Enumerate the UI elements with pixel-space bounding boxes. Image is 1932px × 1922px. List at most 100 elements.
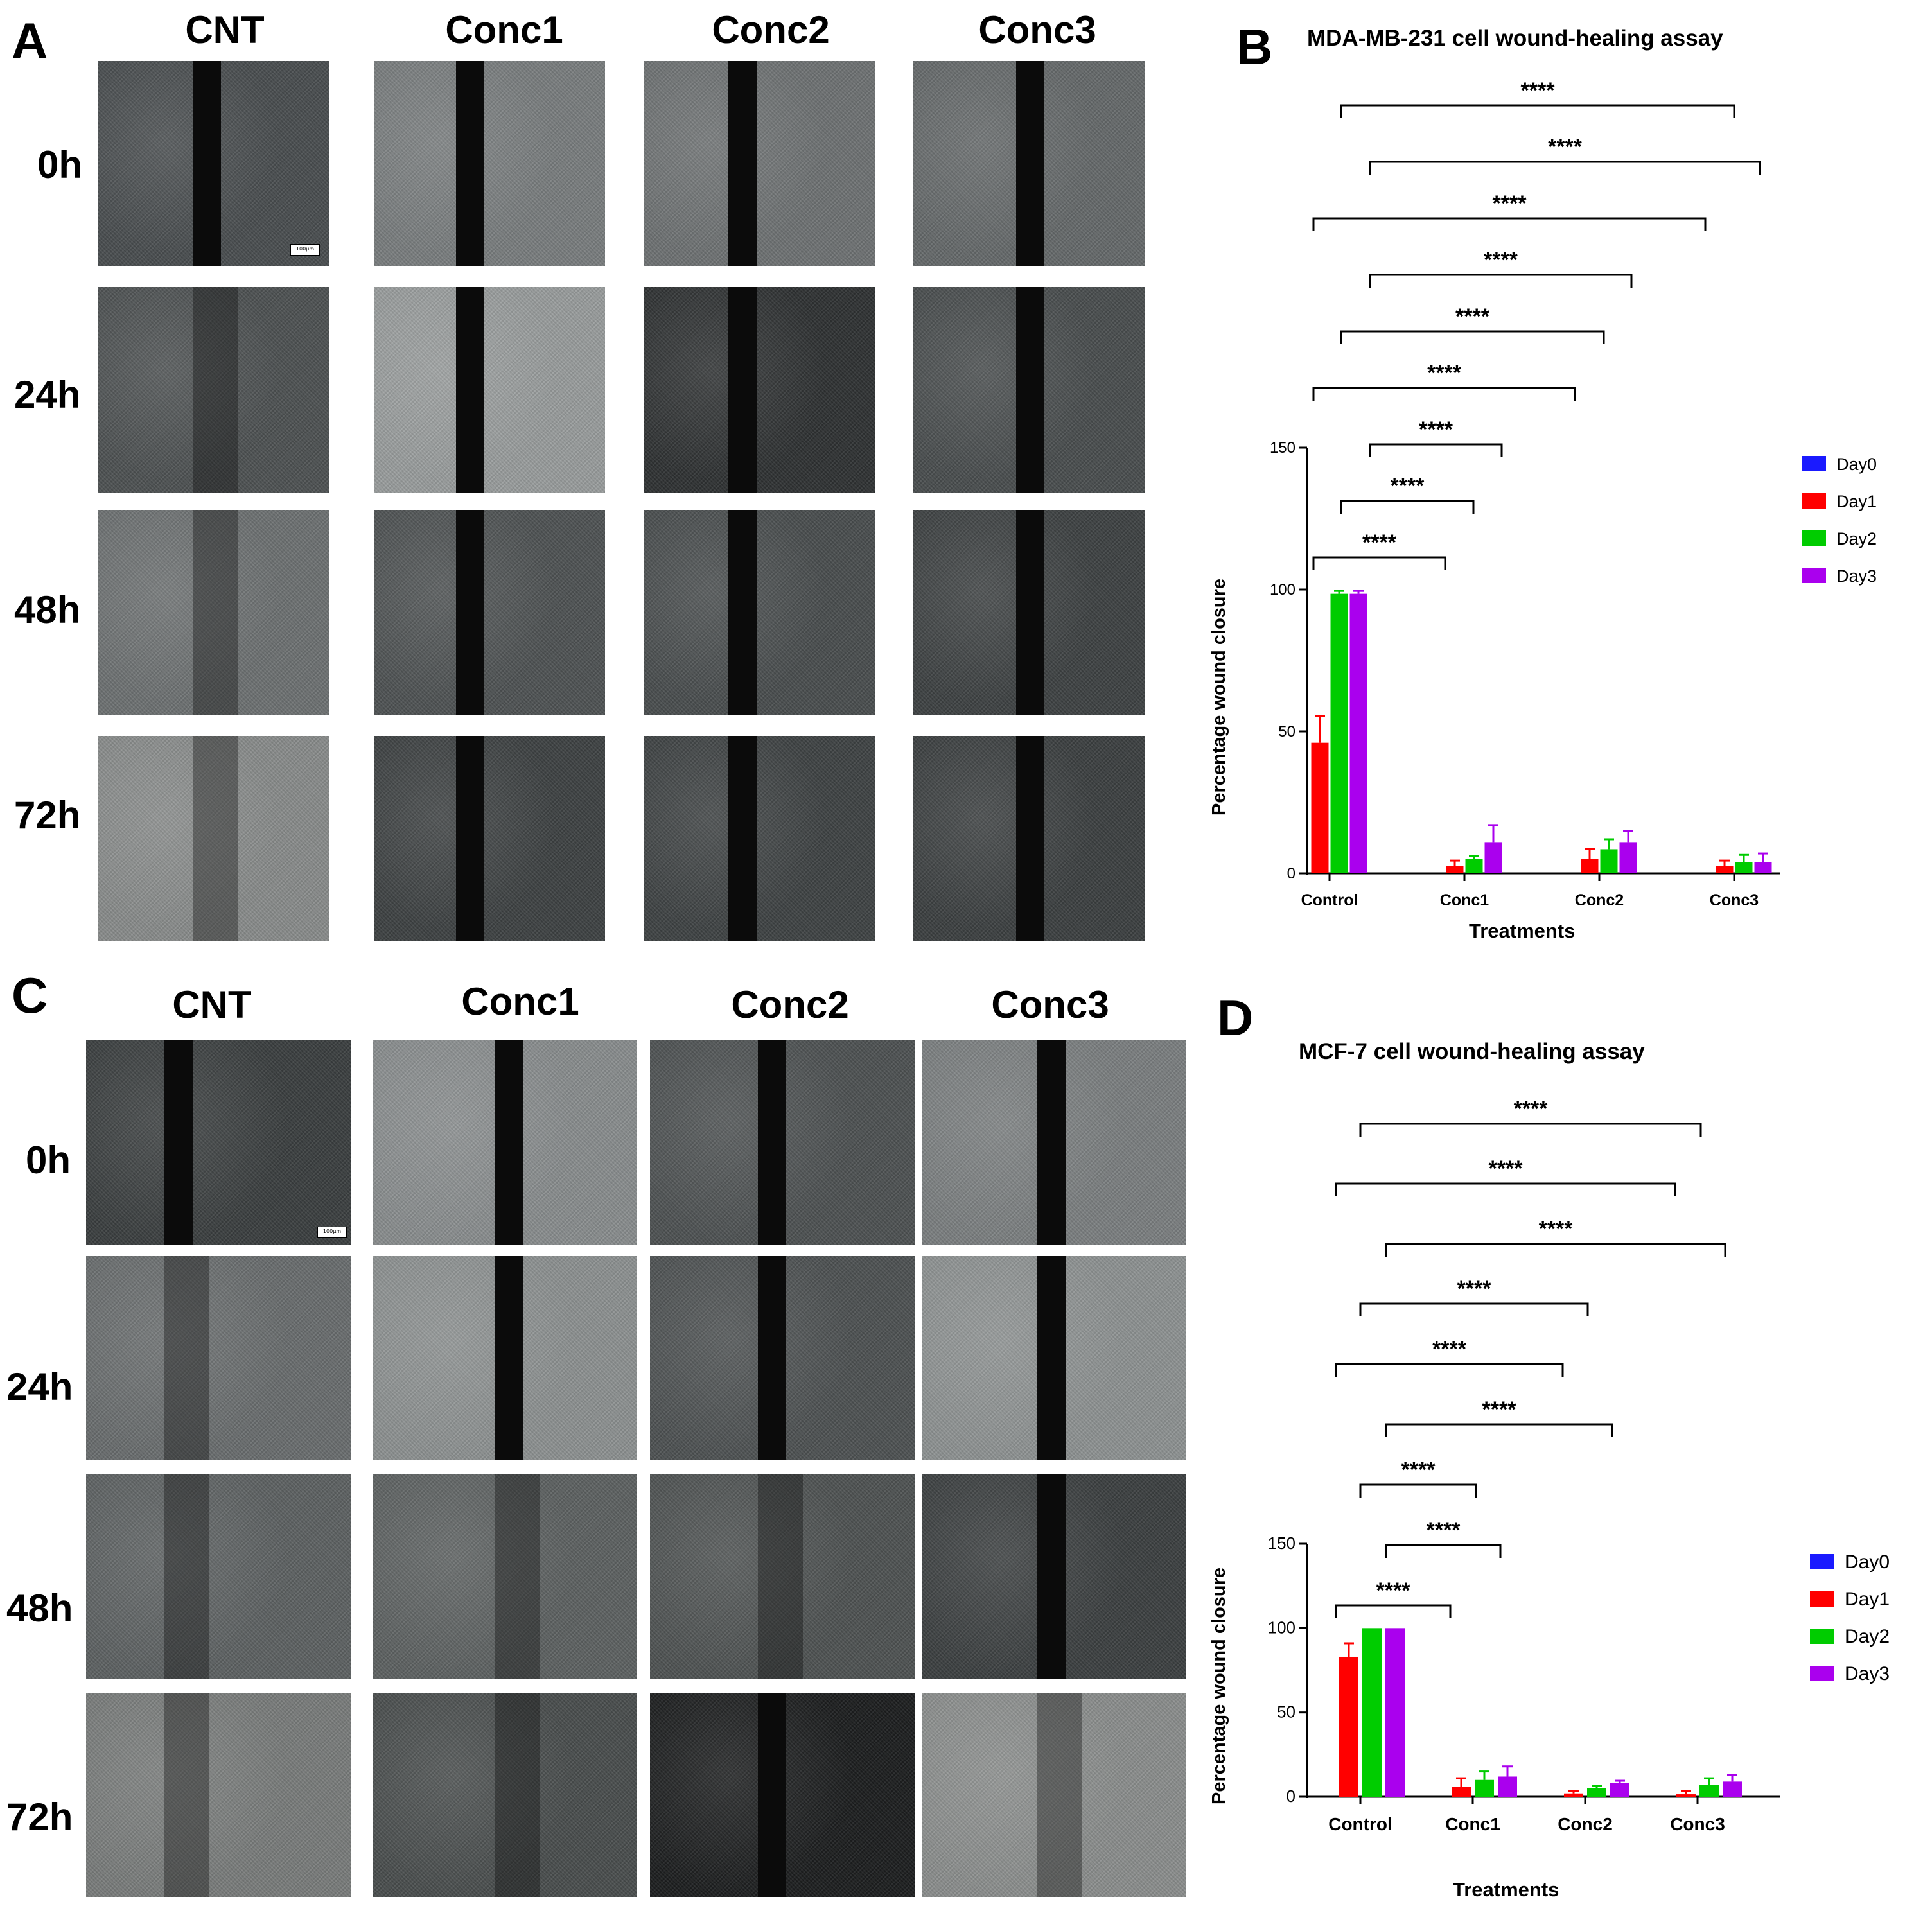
micrograph-tile (373, 1256, 637, 1460)
legend-swatch-day0 (1802, 456, 1826, 471)
micrograph-tile (913, 510, 1145, 715)
wound-gap (164, 1256, 210, 1460)
significance-bracket (1340, 330, 1605, 344)
wound-gap (1016, 61, 1044, 266)
y-tick-label: 100 (1268, 1618, 1295, 1637)
x-category-label: Control (1328, 1814, 1392, 1834)
y-tick-label: 100 (1270, 581, 1295, 598)
micrograph-tile (644, 287, 875, 493)
micrograph-tile (922, 1040, 1186, 1245)
significance-bracket (1359, 1123, 1702, 1137)
wound-gap (495, 1256, 523, 1460)
wound-gap (456, 287, 484, 493)
chart-d-title: MCF-7 cell wound-healing assay (1299, 1039, 1645, 1064)
legend-label: Day2 (1845, 1626, 1890, 1647)
bar-day3 (1754, 862, 1772, 873)
significance-label: **** (1432, 1337, 1467, 1361)
bar-day1 (1564, 1793, 1583, 1797)
significance-bracket (1335, 1182, 1676, 1196)
wound-gap (1037, 1693, 1083, 1897)
micrograph-tile (650, 1040, 915, 1245)
significance-label: **** (1455, 304, 1490, 329)
micrograph-tile (86, 1256, 351, 1460)
significance-bracket (1312, 387, 1576, 401)
panel-b-letter: B (1236, 19, 1273, 75)
chart-b-title: MDA-MB-231 cell wound-healing assay (1307, 26, 1723, 51)
bar-day1 (1716, 866, 1734, 873)
bar-day2 (1475, 1779, 1494, 1797)
panel-a-col-conc2: Conc2 (712, 8, 830, 51)
panel-a-row-24h: 24h (14, 373, 81, 416)
legend-swatch-day2 (1802, 530, 1826, 546)
wound-gap (164, 1040, 193, 1245)
significance-label: **** (1376, 1578, 1411, 1603)
significance-bracket (1340, 500, 1475, 514)
micrograph-tile (373, 1040, 637, 1245)
x-category-label: Conc3 (1670, 1814, 1725, 1834)
y-tick-label: 0 (1287, 1787, 1295, 1806)
significance-label: **** (1484, 248, 1518, 272)
y-tick-label: 150 (1268, 1533, 1295, 1553)
wound-gap (193, 61, 221, 266)
micrograph-tile: 100µm (98, 61, 329, 266)
legend-label: Day1 (1845, 1589, 1890, 1610)
bar-day3 (1484, 842, 1502, 873)
scale-bar: 100µm (290, 244, 320, 256)
panel-a-row-72h: 72h (14, 794, 81, 837)
y-tick-label: 50 (1278, 723, 1295, 740)
panel-c-row-24h: 24h (6, 1365, 73, 1408)
chart-b-xlabel: Treatments (1469, 920, 1576, 942)
y-tick-label: 150 (1270, 439, 1295, 457)
x-category-label: Conc2 (1575, 891, 1624, 909)
legend-swatch-day2 (1810, 1629, 1834, 1644)
bar-day2 (1600, 849, 1618, 873)
y-tick-label: 50 (1277, 1702, 1295, 1722)
micrograph-tile (650, 1256, 915, 1460)
bar-day1 (1452, 1787, 1471, 1797)
chart-d-xlabel: Treatments (1453, 1878, 1559, 1901)
panel-c-row-0h: 0h (26, 1139, 71, 1182)
bar-day1 (1676, 1794, 1696, 1797)
panel-a-letter: A (12, 12, 48, 69)
micrograph-tile (374, 61, 605, 266)
bar-day1 (1446, 866, 1464, 873)
significance-bracket (1369, 161, 1761, 175)
wound-gap (728, 287, 757, 493)
micrograph-tile (913, 287, 1145, 493)
micrograph-tile (922, 1693, 1186, 1897)
bar-day2 (1587, 1788, 1606, 1797)
wound-gap (1016, 510, 1044, 715)
x-category-label: Control (1301, 891, 1358, 909)
significance-label: **** (1419, 417, 1453, 442)
panel-a-col-cnt: CNT (185, 8, 265, 51)
panel-c-row-48h: 48h (6, 1587, 73, 1630)
micrograph-tile (374, 510, 605, 715)
wound-gap (728, 510, 757, 715)
micrograph-tile (913, 61, 1145, 266)
bar-day3 (1498, 1776, 1517, 1797)
wound-gap (758, 1040, 786, 1245)
wound-gap (758, 1474, 804, 1679)
wound-gap (1016, 736, 1044, 941)
panel-d-letter: D (1217, 990, 1254, 1046)
bar-day1 (1581, 859, 1599, 873)
micrograph-tile (644, 61, 875, 266)
significance-label: **** (1539, 1217, 1574, 1241)
micrograph-tile (644, 510, 875, 715)
significance-label: **** (1401, 1458, 1436, 1482)
y-tick-label: 0 (1287, 865, 1295, 882)
bar-day2 (1735, 862, 1753, 873)
wound-gap (456, 736, 484, 941)
bar-day1 (1311, 742, 1329, 873)
legend-label: Day3 (1845, 1663, 1890, 1684)
x-category-label: Conc3 (1710, 891, 1759, 909)
micrograph-tile (913, 736, 1145, 941)
significance-label: **** (1482, 1397, 1517, 1422)
significance-bracket (1369, 443, 1503, 457)
bar-day2 (1699, 1785, 1719, 1797)
significance-label: **** (1457, 1277, 1492, 1301)
significance-label: **** (1362, 530, 1397, 555)
wound-gap (164, 1474, 210, 1679)
bar-day3 (1349, 593, 1367, 873)
